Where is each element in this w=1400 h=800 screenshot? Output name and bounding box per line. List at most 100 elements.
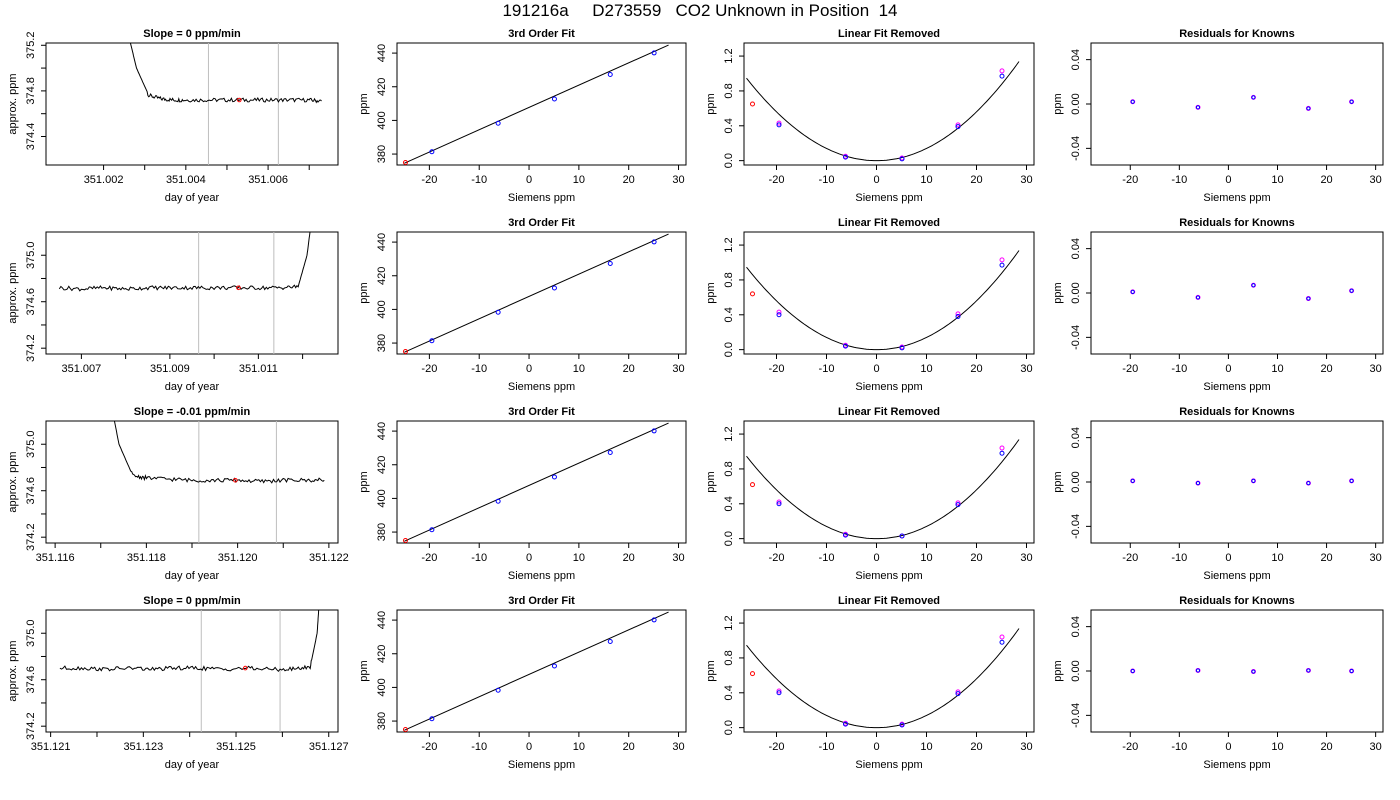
- data-layer: [402, 611, 669, 732]
- x-tick-label: 10: [920, 741, 932, 753]
- x-tick-label: 20: [970, 174, 982, 186]
- x-axis-label: Siemens ppm: [1203, 570, 1270, 582]
- x-tick-label: 0: [526, 741, 532, 753]
- x-tick-label: 30: [672, 363, 684, 375]
- residual-point: [1251, 283, 1256, 288]
- plot-frame: [743, 420, 1035, 544]
- x-tick-label: -10: [471, 174, 487, 186]
- x-tick-label: 0: [526, 552, 532, 564]
- x-tick-label: -20: [1122, 741, 1138, 753]
- x-tick-label: -20: [421, 741, 437, 753]
- known-point: [495, 309, 501, 315]
- y-tick-label: 1.2: [723, 615, 735, 630]
- y-axis-label: ppm: [358, 471, 370, 492]
- x-tick-label: -10: [819, 552, 835, 564]
- data-layer: [746, 439, 1020, 540]
- plot-frame: [396, 609, 687, 733]
- data-layer: [402, 44, 669, 165]
- y-tick-label: 0.8: [723, 272, 735, 287]
- sample-marker: [233, 477, 238, 483]
- y-tick-label: 375.0: [25, 430, 37, 458]
- residual-point: [1130, 289, 1135, 294]
- fit-curve: [746, 250, 1020, 351]
- x-tick-label: 20: [623, 174, 635, 186]
- x-tick-label: 20: [1320, 552, 1332, 564]
- x-tick-label: 10: [573, 363, 585, 375]
- x-tick-label: 351.121: [31, 741, 71, 753]
- known-point: [551, 96, 557, 102]
- x-tick-label: -10: [819, 174, 835, 186]
- known-point: [607, 71, 613, 77]
- y-axis-label: ppm: [705, 93, 717, 114]
- x-tick-label: 30: [1020, 363, 1032, 375]
- x-tick-label: 351.125: [216, 741, 256, 753]
- x-tick-label: -10: [471, 363, 487, 375]
- plot-frame: [396, 231, 687, 355]
- y-tick-label: 0.4: [723, 118, 735, 133]
- magenta-point: [999, 634, 1005, 640]
- magenta-point: [999, 445, 1005, 451]
- fit-line: [404, 422, 669, 542]
- magenta-point: [776, 499, 782, 505]
- magenta-point: [999, 257, 1005, 263]
- x-tick-label: 30: [672, 174, 684, 186]
- blue-point: [955, 502, 961, 508]
- fit-line: [404, 233, 669, 353]
- x-tick-label: 351.123: [123, 741, 163, 753]
- unknown-point: [402, 537, 408, 543]
- x-tick-label: 351.116: [36, 552, 75, 564]
- x-tick-label: -20: [769, 552, 785, 564]
- trace-line: [113, 421, 325, 484]
- unknown-point: [750, 101, 755, 107]
- plot-frame: [743, 42, 1035, 166]
- y-tick-label: 0.8: [723, 461, 735, 476]
- x-tick-label: 20: [623, 741, 635, 753]
- plot-frame: [45, 231, 339, 355]
- panel-title: Linear Fit Removed: [838, 217, 940, 229]
- sample-marker: [236, 97, 242, 103]
- magenta-point: [955, 500, 961, 506]
- x-axis-label: Siemens ppm: [855, 381, 922, 393]
- residual-point: [1195, 295, 1201, 300]
- plot-frame: [743, 609, 1035, 733]
- x-tick-label: -20: [421, 174, 437, 186]
- blue-point: [999, 450, 1005, 456]
- x-tick-label: 30: [1370, 174, 1382, 186]
- panel-title: 3rd Order Fit: [508, 28, 575, 40]
- x-tick-label: 351.011: [239, 363, 278, 375]
- y-tick-label: -0.04: [1070, 703, 1082, 728]
- y-tick-label: 0.04: [1070, 49, 1082, 70]
- x-tick-label: -20: [1122, 552, 1138, 564]
- plot-frame: [45, 609, 339, 733]
- x-tick-label: 351.122: [309, 552, 349, 564]
- panel-residuals-row4: Residuals for Knowns -20 -10 0 10 20 30 -0.04 0.…: [1052, 595, 1384, 771]
- trace-line: [129, 43, 322, 104]
- y-tick-label: 440: [376, 233, 388, 251]
- x-tick-label: -20: [769, 741, 785, 753]
- panel-fit-row1: 3rd Order Fit -20 -10 0 10 20 30 380 400 420 440 Si…: [358, 28, 687, 204]
- x-tick-label: 10: [1271, 741, 1283, 753]
- x-tick-label: 0: [873, 741, 879, 753]
- data-layer: [746, 61, 1020, 162]
- y-tick-label: 420: [376, 267, 388, 285]
- plot-frame: [45, 42, 339, 166]
- y-tick-label: 374.6: [25, 477, 37, 505]
- residual-point: [1306, 296, 1311, 301]
- x-axis-label: Siemens ppm: [508, 192, 575, 204]
- blue-point: [843, 721, 848, 727]
- unknown-point: [402, 726, 408, 732]
- plot-frame: [396, 42, 687, 166]
- blue-point: [843, 154, 848, 160]
- x-tick-label: 0: [526, 363, 532, 375]
- y-axis-label: approx. ppm: [7, 73, 19, 134]
- known-point: [429, 716, 435, 722]
- panel-timeseries-row1: Slope = 0 ppm/min 351.002 351.004 351.006 37…: [7, 28, 339, 204]
- x-axis-label: Siemens ppm: [855, 759, 922, 771]
- data-layer: [402, 233, 669, 354]
- y-tick-label: 375.0: [25, 619, 37, 647]
- y-tick-label: 375.0: [25, 241, 37, 269]
- known-point: [551, 663, 557, 669]
- plot-frame: [1090, 42, 1384, 166]
- x-axis-label: Siemens ppm: [855, 570, 922, 582]
- residual-point: [1349, 478, 1354, 483]
